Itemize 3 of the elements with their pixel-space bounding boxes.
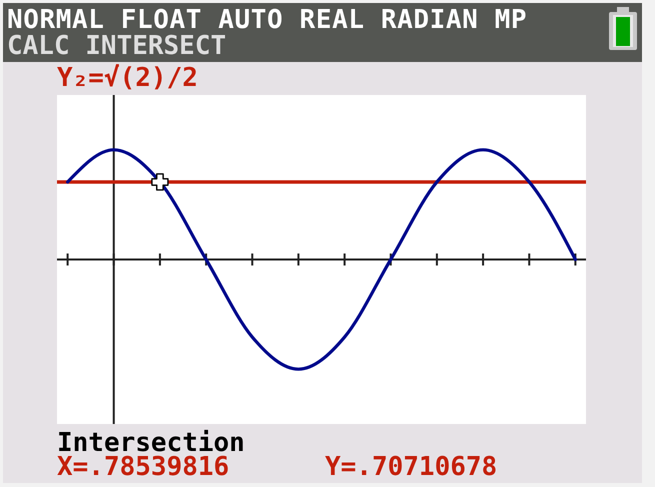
ref-line-label: Y₂=√(2)/2 [57, 63, 198, 93]
text: Y=.70710678 [325, 452, 498, 482]
text: X=.78539816 [57, 452, 230, 482]
